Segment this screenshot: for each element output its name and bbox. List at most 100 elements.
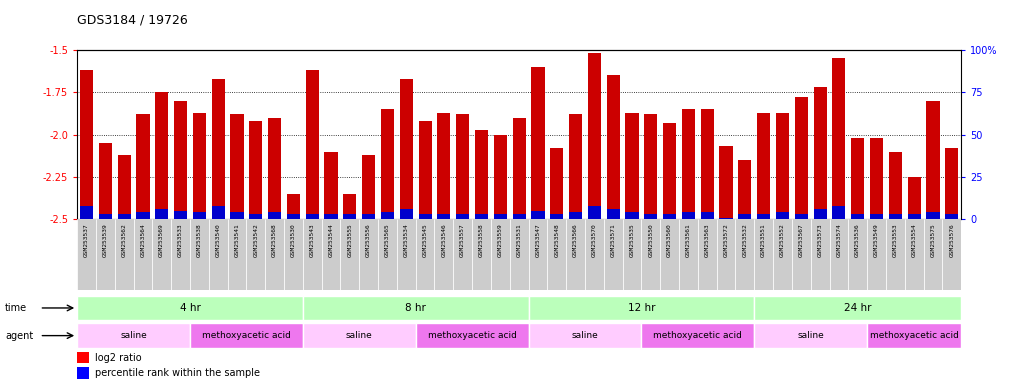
Text: GSM253540: GSM253540 [216,223,221,257]
Bar [193,113,206,219]
Bar [792,219,811,290]
Bar [755,296,961,320]
Bar [908,214,921,219]
Text: saline: saline [798,331,824,340]
Bar [660,219,680,290]
Bar [851,214,865,219]
Bar [418,214,432,219]
Bar [381,109,394,219]
Bar [193,212,206,219]
Bar [343,194,357,219]
Bar [435,219,453,290]
Text: log2 ratio: log2 ratio [95,353,142,363]
Text: GSM253566: GSM253566 [573,223,578,257]
Text: GSM253552: GSM253552 [780,223,785,257]
Bar [830,219,848,290]
Text: GSM253550: GSM253550 [649,223,654,257]
Text: GSM253559: GSM253559 [498,223,503,257]
Bar [287,194,300,219]
Bar [566,219,585,290]
Text: GSM253576: GSM253576 [949,223,954,257]
Bar [943,219,961,290]
Bar [418,121,432,219]
Text: GSM253542: GSM253542 [253,223,258,257]
Bar [682,109,695,219]
Text: GSM253545: GSM253545 [423,223,428,257]
Bar [550,148,563,219]
Bar [528,219,547,290]
Bar [303,323,415,348]
Bar [325,152,337,219]
Bar [717,219,735,290]
Text: GSM253563: GSM253563 [705,223,709,257]
Bar [735,219,755,290]
Bar [531,211,545,219]
Bar [155,92,169,219]
Bar [322,219,340,290]
Bar [701,109,713,219]
Bar [415,323,528,348]
Bar [475,129,488,219]
Bar [513,118,525,219]
Bar [77,367,88,379]
Bar [456,214,470,219]
Bar [362,214,375,219]
Bar [510,219,528,290]
Bar [625,212,638,219]
Bar [603,219,623,290]
Bar [848,219,868,290]
Text: GSM253568: GSM253568 [272,223,278,257]
Bar [493,214,507,219]
Bar [400,79,413,219]
Text: GSM253532: GSM253532 [742,223,747,257]
Text: GSM253562: GSM253562 [121,223,126,257]
Text: GSM253534: GSM253534 [404,223,409,257]
Bar [926,101,940,219]
Text: 12 hr: 12 hr [628,303,655,313]
Bar [284,219,303,290]
Bar [77,219,96,290]
Bar [663,123,676,219]
Text: GSM253531: GSM253531 [517,223,521,257]
Bar [795,97,808,219]
Bar [645,214,657,219]
Bar [77,323,190,348]
Text: 4 hr: 4 hr [180,303,200,313]
Text: saline: saline [120,331,147,340]
Bar [249,121,262,219]
Text: GSM253547: GSM253547 [536,223,541,257]
Bar [776,113,790,219]
Bar [227,219,247,290]
Text: GSM253572: GSM253572 [724,223,729,257]
Bar [923,219,943,290]
Text: GSM253538: GSM253538 [197,223,201,257]
Bar [547,219,566,290]
Bar [641,219,660,290]
Text: methoxyacetic acid: methoxyacetic acid [428,331,516,340]
Bar [701,212,713,219]
Bar [453,219,472,290]
Text: GSM253546: GSM253546 [441,223,446,257]
Bar [528,296,755,320]
Text: GSM253560: GSM253560 [667,223,672,257]
Text: GSM253569: GSM253569 [159,223,164,257]
Text: agent: agent [5,331,33,341]
Bar [568,114,582,219]
Text: GSM253554: GSM253554 [912,223,917,257]
Bar [340,219,359,290]
Bar [585,219,603,290]
Bar [908,177,921,219]
Bar [137,212,149,219]
Bar [305,70,319,219]
Bar [528,323,641,348]
Bar [137,114,149,219]
Text: GSM253535: GSM253535 [629,223,634,257]
Bar [265,219,284,290]
Bar [720,146,733,219]
Text: GSM253541: GSM253541 [234,223,240,257]
Bar [456,114,470,219]
Text: GSM253561: GSM253561 [686,223,691,257]
Bar [303,219,322,290]
Bar [757,214,770,219]
Bar [174,101,187,219]
